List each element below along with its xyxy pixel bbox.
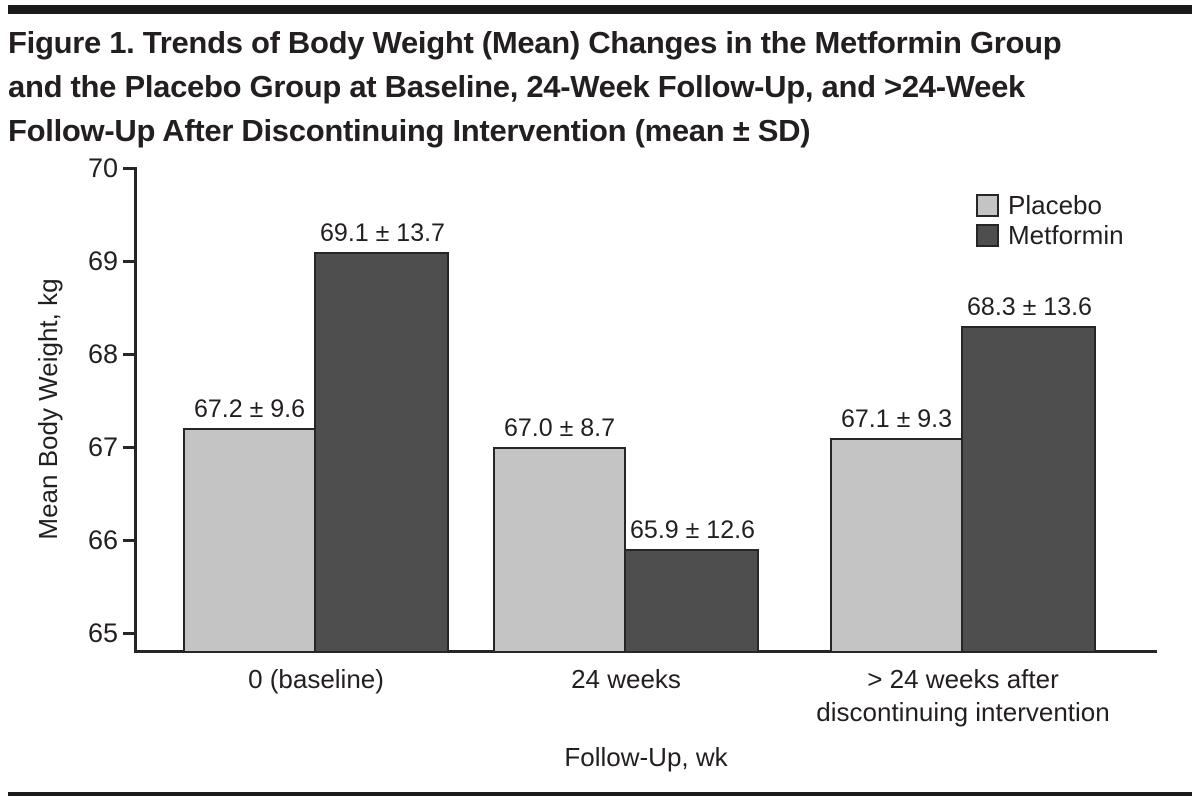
bar-value-label-metformin-0: 69.1 ± 13.7 (320, 218, 445, 247)
bar-metformin-0 (314, 251, 449, 653)
y-tick-67 (123, 446, 134, 449)
y-tick-69 (123, 260, 134, 263)
figure-title-line-1: Figure 1. Trends of Body Weight (Mean) C… (8, 25, 1062, 60)
y-tick-70 (123, 167, 134, 170)
x-category-label-0: 0 (baseline) (248, 664, 384, 694)
legend-swatch-placebo (976, 194, 999, 217)
bar-placebo-1 (493, 447, 626, 653)
x-axis-title: Follow-Up, wk (564, 742, 728, 772)
legend-label-metformin: Metformin (1008, 220, 1124, 250)
legend-swatch-metformin (976, 224, 999, 247)
legend-item-placebo: Placebo (976, 190, 1124, 220)
top-rule (8, 5, 1192, 14)
bar-value-label-placebo-0: 67.2 ± 9.6 (193, 395, 306, 424)
y-tick-label-69: 69 (87, 246, 118, 276)
bar-placebo-2 (830, 437, 963, 653)
bar-metformin-2 (961, 326, 1096, 653)
bottom-rule (8, 792, 1192, 796)
bar-value-label-metformin-2: 68.3 ± 13.6 (967, 293, 1092, 322)
y-tick-label-65: 65 (87, 618, 118, 648)
y-tick-label-68: 68 (87, 339, 118, 369)
legend-label-placebo: Placebo (1008, 190, 1102, 220)
y-tick-68 (123, 353, 134, 356)
y-tick-66 (123, 539, 134, 542)
figure-title-line-3: Follow-Up After Discontinuing Interventi… (8, 113, 811, 148)
legend: Placebo Metformin (976, 190, 1124, 250)
bar-placebo-0 (183, 428, 316, 653)
x-category-label-2: > 24 weeks after discontinuing intervent… (816, 664, 1110, 727)
x-category-label-1: 24 weeks (571, 664, 681, 694)
bar-metformin-1 (624, 549, 759, 653)
figure-title-line-2: and the Placebo Group at Baseline, 24-We… (8, 69, 1025, 104)
y-axis-line (134, 167, 137, 653)
y-tick-65 (123, 632, 134, 635)
bar-value-label-placebo-1: 67.0 ± 8.7 (503, 414, 616, 442)
y-tick-label-70: 70 (87, 153, 118, 183)
y-tick-label-66: 66 (87, 525, 118, 555)
bar-value-label-metformin-1: 65.9 ± 12.6 (630, 516, 755, 545)
y-axis-title: Mean Body Weight, kg (33, 278, 63, 540)
y-tick-label-67: 67 (87, 432, 118, 462)
legend-item-metformin: Metformin (976, 220, 1124, 250)
bar-value-label-placebo-2: 67.1 ± 9.3 (840, 404, 953, 433)
figure-title: Figure 1. Trends of Body Weight (Mean) C… (8, 21, 1192, 153)
